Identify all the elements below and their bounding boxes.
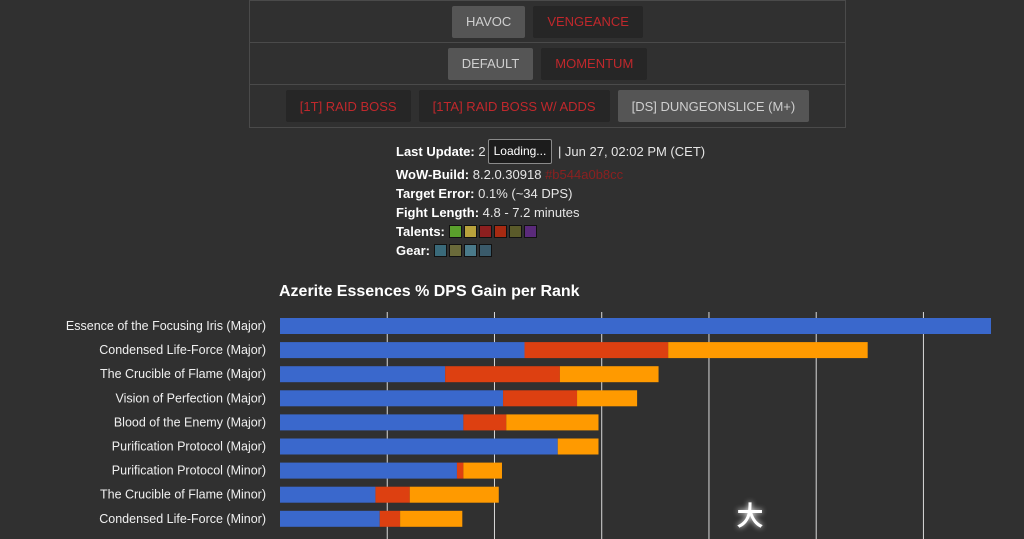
build-value: 8.2.0.30918 [472,167,542,182]
category-label: Condensed Life-Force (Major) [99,343,266,357]
talent-2-icon[interactable] [463,225,477,238]
bar-segment-2[interactable] [375,486,410,503]
bar-segment-3[interactable] [559,366,659,383]
category-label: Purification Protocol (Major) [112,440,266,454]
build-line: WoW-Build: 8.2.0.30918 #b544a0b8cc [396,165,705,184]
spec-row: HAVOC VENGEANCE [250,1,845,43]
last-update-label: Last Update: [396,144,475,159]
talent-icons [448,224,539,239]
chart-labels: Essence of the Focusing Iris (Major) Cond… [66,319,266,526]
bar-segment-1[interactable] [280,318,991,334]
gear-4-icon[interactable] [478,244,492,257]
bar-segment-2[interactable] [379,510,401,527]
sim-info: Last Update: 2 Loading... | Jun 27, 02:02… [396,139,706,260]
category-label: Condensed Life-Force (Minor) [99,512,266,526]
last-update-prefix: 2 [478,144,486,159]
talent-6-icon[interactable] [523,225,537,238]
error-label: Target Error: [396,186,475,201]
gear-2-icon[interactable] [448,244,462,257]
momentum-button[interactable]: MOMENTUM [541,47,648,80]
category-label: Essence of the Focusing Iris (Major) [66,319,266,333]
bar-segment-3[interactable] [463,462,502,479]
dungeonslice-button[interactable]: [DS] DUNGEONSLICE (M+) [617,90,810,122]
raid-boss-button[interactable]: [1T] RAID BOSS [285,90,411,122]
last-update-line: Last Update: 2 Loading... | Jun 27, 02:02… [396,139,706,165]
bar-segment-3[interactable] [409,486,499,503]
loading-tooltip: Loading... [487,139,553,164]
build-label: WoW-Build: [396,167,470,182]
fight-length-label: Fight Length: [396,205,480,220]
bar-segment-2[interactable] [456,462,464,479]
bar-segment-1[interactable] [280,486,376,503]
bar-segment-1[interactable] [280,342,525,359]
error-value: 0.1% (~34 DPS) [478,186,573,201]
essence-chart: Azerite Essences % DPS Gain per Rank Ess… [66,283,991,539]
gear-line: Gear: [396,241,705,260]
watermark: 大 [737,501,764,531]
talent-5-icon[interactable] [508,225,522,238]
gear-label: Gear: [396,243,430,258]
bar-segment-1[interactable] [280,414,464,431]
talents-label: Talents: [396,224,445,239]
category-label: The Crucible of Flame (Minor) [100,488,266,502]
category-label: The Crucible of Flame (Major) [100,367,266,381]
talents-line: Talents: [396,222,705,241]
bar-segment-1[interactable] [280,438,558,455]
bar-segment-1[interactable] [280,366,446,383]
bar-segment-3[interactable] [506,414,599,431]
build-hash-link[interactable]: #b544a0b8cc [545,167,624,182]
last-update-value: | Jun 27, 02:02 PM (CET) [557,144,706,159]
chart-bars [280,318,991,527]
bar-segment-1[interactable] [280,390,504,407]
bar-segment-3[interactable] [577,390,638,407]
category-label: Purification Protocol (Minor) [112,464,266,478]
bar-segment-2[interactable] [463,414,507,431]
mode-row: DEFAULT MOMENTUM [250,43,845,85]
vengeance-button[interactable]: VENGEANCE [533,5,643,38]
talent-3-icon[interactable] [478,225,492,238]
gear-3-icon[interactable] [463,244,477,257]
category-label: Vision of Perfection (Major) [115,391,266,405]
bar-segment-2[interactable] [524,342,669,359]
error-line: Target Error: 0.1% (~34 DPS) [396,184,705,203]
chart-title: Azerite Essences % DPS Gain per Rank [279,283,580,300]
fight-style-row: [1T] RAID BOSS [1TA] RAID BOSS W/ ADDS [… [250,85,845,127]
bar-segment-1[interactable] [280,462,457,479]
talent-4-icon[interactable] [493,225,507,238]
talent-1-icon[interactable] [448,225,462,238]
gear-1-icon[interactable] [433,244,447,257]
fight-length-line: Fight Length: 4.8 - 7.2 minutes [396,203,705,222]
selector-panel: HAVOC VENGEANCE DEFAULT MOMENTUM [1T] RA… [249,0,846,128]
bar-segment-3[interactable] [557,438,599,455]
fight-length-value: 4.8 - 7.2 minutes [482,205,580,220]
bar-segment-2[interactable] [445,366,560,383]
bar-segment-1[interactable] [280,510,380,527]
gear-icons [433,243,494,258]
bar-segment-3[interactable] [668,342,868,359]
raid-boss-adds-button[interactable]: [1TA] RAID BOSS W/ ADDS [418,90,610,122]
bar-segment-2[interactable] [503,390,578,407]
bar-segment-3[interactable] [400,510,463,527]
havoc-button[interactable]: HAVOC [452,5,526,38]
default-button[interactable]: DEFAULT [447,47,534,80]
category-label: Blood of the Enemy (Major) [114,415,266,429]
